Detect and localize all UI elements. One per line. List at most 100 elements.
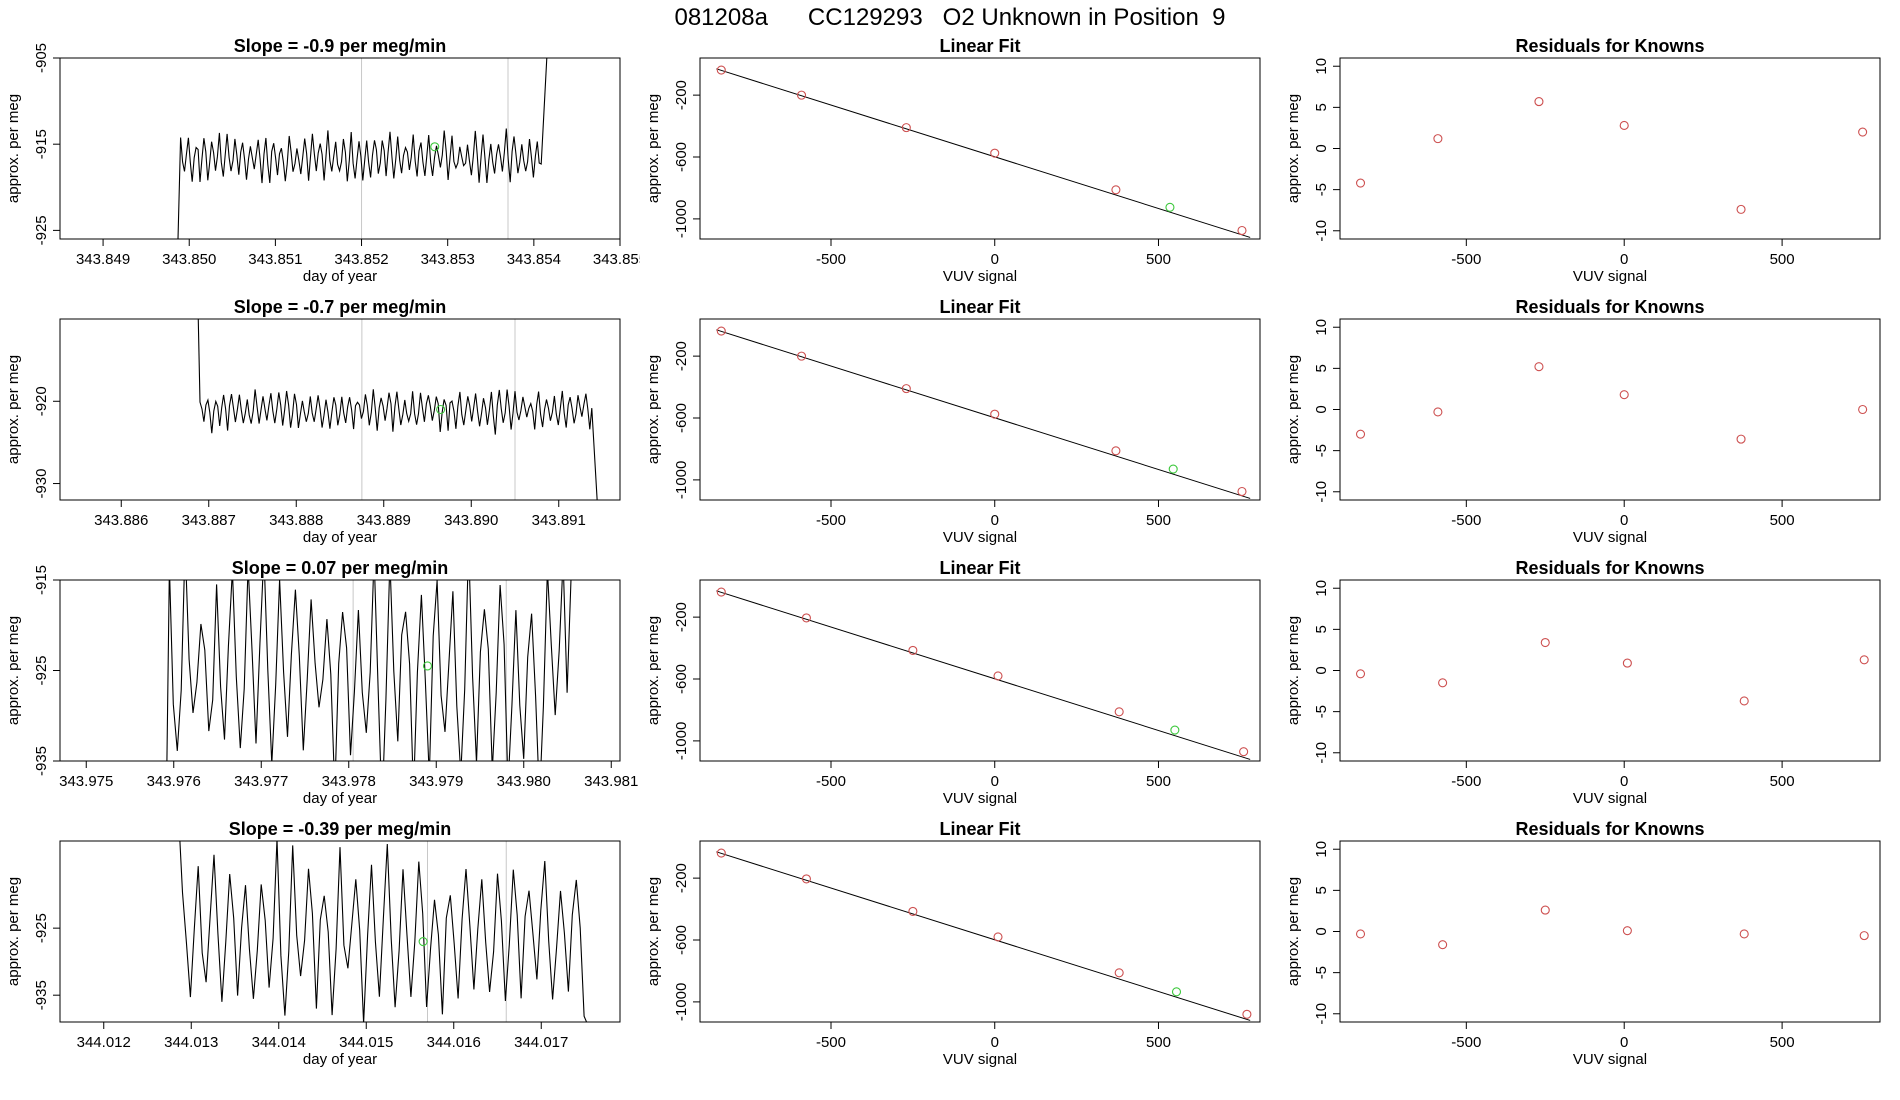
known-point <box>901 123 911 133</box>
plot-area <box>716 587 1251 760</box>
known-point <box>1739 929 1749 939</box>
y-tick-label: 0 <box>1313 405 1330 413</box>
x-axis-label: VUV signal <box>1573 790 1647 807</box>
chart-svg-time-2: Slope = -0.7 per meg/min 343.886 343.887 34… <box>5 299 621 546</box>
known-point <box>801 874 811 884</box>
x-tick-label: -500 <box>816 1034 846 1051</box>
chart-title: Residuals for Knowns <box>1515 821 1704 839</box>
chart-panel-resid-4: Residuals for Knowns -500 0 500 10 5 0 -5 -10 VUV… <box>1280 821 1900 1082</box>
x-tick-label: 0 <box>1620 773 1628 790</box>
x-tick-label: 0 <box>991 251 999 268</box>
x-axis-label: day of year <box>303 529 377 546</box>
y-tick-label: 10 <box>1313 580 1330 597</box>
plot-area <box>166 580 572 761</box>
y-tick-label: -1000 <box>673 461 690 499</box>
x-axis-label: VUV signal <box>943 529 1017 546</box>
chart-svg-fit-2: Linear Fit -500 0 500 -200 -600 -1000 VUV signa… <box>645 299 1261 546</box>
y-tick-label: 0 <box>1313 666 1330 674</box>
x-tick-label: 343.977 <box>234 773 288 790</box>
y-tick-label: -5 <box>1313 183 1330 196</box>
y-tick-label: -600 <box>673 925 690 955</box>
y-tick-label: -935 <box>33 746 50 776</box>
y-tick-label: -925 <box>33 655 50 685</box>
known-point <box>1355 429 1366 439</box>
known-point <box>1114 707 1124 717</box>
plot-area <box>716 65 1251 238</box>
x-tick-label: 0 <box>991 1034 999 1051</box>
known-point <box>1739 696 1749 706</box>
known-point <box>1242 1009 1252 1019</box>
y-tick-label: 5 <box>1313 103 1330 111</box>
figure-title: 081208a CC129293 O2 Unknown in Position … <box>674 4 1226 31</box>
chart-title: Linear Fit <box>939 38 1020 56</box>
signal-trace-line <box>60 841 588 1022</box>
x-tick-label: 500 <box>1770 1034 1795 1051</box>
known-point <box>1736 204 1746 214</box>
plot-frame <box>59 579 621 762</box>
chart-svg-time-3: Slope = 0.07 per meg/min 343.975 343.976 34… <box>5 560 638 807</box>
known-point <box>1111 446 1121 456</box>
x-axis-label: VUV signal <box>943 268 1017 285</box>
y-tick-label: -200 <box>673 80 690 110</box>
signal-trace-line <box>197 319 598 500</box>
known-point <box>1736 434 1746 444</box>
y-axis-label: approx. per meg <box>5 355 22 464</box>
x-tick-label: 0 <box>991 773 999 790</box>
unknown-point <box>1171 987 1182 997</box>
chart-svg-fit-1: Linear Fit -500 0 500 -200 -600 -1000 VUV signa… <box>645 38 1261 285</box>
chart-panel-fit-4: Linear Fit -500 0 500 -200 -600 -1000 VUV signa… <box>640 821 1280 1082</box>
plot-area <box>1355 97 1868 214</box>
x-tick-label: 344.012 <box>77 1034 131 1051</box>
signal-trace-line <box>166 580 572 761</box>
fit-line <box>716 851 1251 1021</box>
chart-svg-time-4: Slope = -0.39 per meg/min 344.012 344.013 3… <box>5 821 621 1068</box>
y-tick-label: -200 <box>673 341 690 371</box>
x-tick-label: 344.013 <box>164 1034 218 1051</box>
x-tick-label: -500 <box>1451 773 1481 790</box>
chart-panel-resid-3: Residuals for Knowns -500 0 500 10 5 0 -5 -10 VUV… <box>1280 560 1900 821</box>
plot-area <box>716 848 1252 1021</box>
known-point <box>716 326 726 336</box>
chart-svg-fit-4: Linear Fit -500 0 500 -200 -600 -1000 VUV signa… <box>645 821 1261 1068</box>
known-point <box>1237 225 1247 236</box>
known-point <box>1438 678 1448 688</box>
known-point <box>990 409 1000 419</box>
known-point <box>1540 637 1550 648</box>
plot-area <box>60 58 620 239</box>
known-point <box>1619 390 1629 400</box>
plot-frame <box>699 840 1261 1023</box>
chart-panel-time-2: Slope = -0.7 per meg/min 343.886 343.887 34… <box>0 299 640 560</box>
y-tick-label: -915 <box>33 129 50 159</box>
chart-title: Linear Fit <box>939 299 1020 317</box>
known-point <box>1540 905 1550 915</box>
plot-area <box>1355 362 1868 444</box>
chart-svg-resid-3: Residuals for Knowns -500 0 500 10 5 0 -5 -10 VUV… <box>1285 560 1881 807</box>
y-tick-label: -930 <box>33 469 50 499</box>
x-tick-label: 0 <box>1620 512 1628 529</box>
unknown-point <box>418 937 428 947</box>
y-axis-label: approx. per meg <box>5 94 22 203</box>
x-tick-label: 500 <box>1146 251 1171 268</box>
x-axis-label: VUV signal <box>1573 1051 1647 1068</box>
y-tick-label: -10 <box>1313 220 1330 242</box>
y-tick-label: -200 <box>673 863 690 893</box>
x-tick-label: 343.978 <box>322 773 376 790</box>
x-tick-label: 344.015 <box>339 1034 393 1051</box>
chart-svg-resid-1: Residuals for Knowns -500 0 500 10 5 0 -5 -10 VUV… <box>1285 38 1881 285</box>
known-point <box>908 906 918 916</box>
y-axis-label: approx. per meg <box>1285 877 1302 986</box>
y-tick-label: -1000 <box>673 983 690 1021</box>
known-point <box>716 587 726 597</box>
known-point <box>1433 407 1443 417</box>
known-point <box>1619 120 1629 131</box>
y-tick-label: -200 <box>673 602 690 632</box>
plot-frame <box>1339 840 1881 1023</box>
known-point <box>1534 362 1544 372</box>
y-axis-label: approx. per meg <box>645 877 662 986</box>
known-point <box>1859 931 1869 941</box>
y-tick-label: 10 <box>1313 319 1330 336</box>
x-tick-label: 343.976 <box>147 773 201 790</box>
chart-panel-fit-1: Linear Fit -500 0 500 -200 -600 -1000 VUV signa… <box>640 38 1280 299</box>
y-axis-label: approx. per meg <box>1285 616 1302 725</box>
x-tick-label: 0 <box>1620 251 1628 268</box>
